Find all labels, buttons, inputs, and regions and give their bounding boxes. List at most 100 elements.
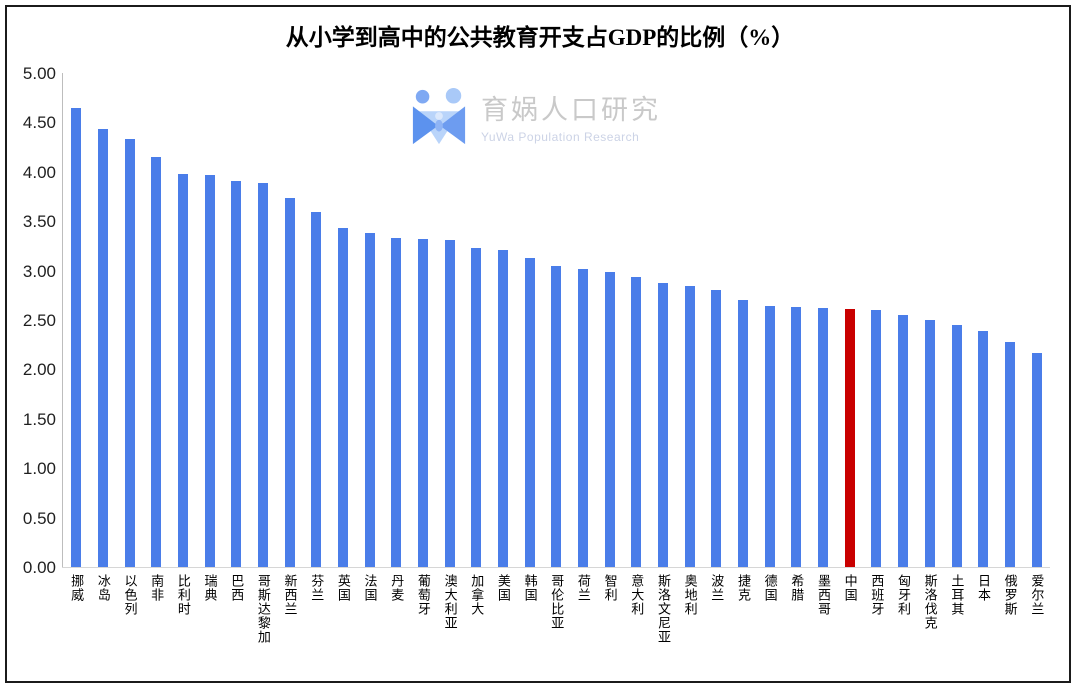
y-axis-tick-label: 3.00 <box>22 261 56 281</box>
bar-意大利 <box>631 276 642 567</box>
bar-column <box>330 73 357 567</box>
bar-column <box>970 73 997 567</box>
bar-column <box>463 73 490 567</box>
bar-韩国 <box>524 257 535 567</box>
bar-匈牙利 <box>898 315 909 567</box>
x-axis-line <box>62 567 1050 568</box>
y-axis-tick-label: 2.50 <box>22 311 56 330</box>
bar-土耳其 <box>951 324 962 567</box>
bar-冰岛 <box>98 129 108 567</box>
bar-column <box>570 73 597 567</box>
x-axis-label: 中国 <box>842 574 858 602</box>
bar-column <box>890 73 917 567</box>
x-axis-label: 德国 <box>762 574 778 602</box>
x-axis-label: 澳大利亚 <box>442 574 458 630</box>
bar-哥伦比亚 <box>551 265 562 567</box>
bar-column <box>650 73 677 567</box>
bar-column <box>810 73 837 567</box>
bar-column <box>1023 73 1050 567</box>
bar-series <box>63 73 1050 567</box>
bar-法国 <box>364 233 375 567</box>
x-axis-label: 瑞典 <box>202 574 218 602</box>
x-axis-label: 荷兰 <box>575 574 591 602</box>
bar-南非 <box>151 156 162 567</box>
bar-column <box>836 73 863 567</box>
bar-丹麦 <box>391 238 402 567</box>
x-axis-label: 哥伦比亚 <box>549 574 565 630</box>
bar-波兰 <box>711 290 722 567</box>
bar-比利时 <box>178 173 189 567</box>
bar-美国 <box>498 249 509 567</box>
bar-column <box>196 73 223 567</box>
x-axis-label: 哥斯达黎加 <box>255 574 271 644</box>
bar-column <box>490 73 517 567</box>
bar-column <box>356 73 383 567</box>
bar-column <box>170 73 197 567</box>
bar-哥斯达黎加 <box>258 182 269 567</box>
x-axis-label: 斯洛伐克 <box>922 574 938 630</box>
bar-巴西 <box>231 180 242 567</box>
watermark-subtitle: YuWa Population Research <box>481 130 640 144</box>
bar-column <box>703 73 730 567</box>
x-axis-label: 南非 <box>149 574 165 602</box>
x-axis-label: 土耳其 <box>949 574 965 616</box>
x-axis-labels: 挪威 冰岛 以色列 南非 比利时 瑞典 巴西 哥斯达黎加 新西兰 芬兰 英国 法国 丹麦 葡萄牙 澳大利亚加… <box>63 574 1050 644</box>
x-axis-label: 日本 <box>976 574 991 602</box>
bar-column <box>143 73 170 567</box>
x-axis-label: 墨西哥 <box>815 574 831 616</box>
bar-column <box>436 73 463 567</box>
y-axis-tick-label: 0.00 <box>22 558 56 577</box>
y-axis-tick-label: 1.50 <box>22 409 56 429</box>
bar-中国 <box>844 309 855 567</box>
bar-捷克 <box>738 300 749 567</box>
bar-智利 <box>604 271 615 567</box>
x-axis-label: 挪威 <box>69 574 85 602</box>
bar-column <box>303 73 330 567</box>
bar-德国 <box>764 306 775 567</box>
y-axis-line <box>62 73 63 567</box>
bar-俄罗斯 <box>1004 341 1015 567</box>
bar-葡萄牙 <box>418 238 429 567</box>
y-axis-tick-label: 4.00 <box>22 162 56 182</box>
bar-西班牙 <box>871 310 882 567</box>
bar-column <box>730 73 757 567</box>
bar-芬兰 <box>311 212 322 567</box>
bar-column <box>223 73 250 567</box>
bar-瑞典 <box>204 174 215 567</box>
bar-斯洛伐克 <box>924 320 935 567</box>
x-axis-label: 冰岛 <box>95 574 111 602</box>
x-axis-label: 奥地利 <box>682 574 698 616</box>
x-axis-label: 比利时 <box>175 574 191 616</box>
x-axis-label: 巴西 <box>229 574 245 602</box>
x-axis-label: 法国 <box>362 574 378 602</box>
x-axis-label: 美国 <box>495 574 511 602</box>
chart-border <box>5 5 1071 683</box>
bar-column <box>90 73 117 567</box>
x-axis-label: 匈牙利 <box>895 574 911 616</box>
x-axis-label: 新西兰 <box>282 574 298 616</box>
bar-column <box>63 73 90 567</box>
bar-希腊 <box>791 307 802 567</box>
bar-奥地利 <box>684 286 695 567</box>
x-axis-label: 俄罗斯 <box>1002 574 1018 616</box>
chart-title: 从小学到高中的公共教育开支占GDP的比例（%） <box>285 25 795 50</box>
bar-column <box>410 73 437 567</box>
x-axis-label: 斯洛文尼亚 <box>655 574 671 644</box>
y-axis-tick-label: 2.00 <box>22 360 56 380</box>
watermark-text: 育娲人口研究 YuWa Population Research <box>481 88 661 144</box>
bar-加拿大 <box>471 247 482 567</box>
bar-column <box>383 73 410 567</box>
bar-column <box>623 73 650 567</box>
x-axis-label: 以色列 <box>122 574 138 616</box>
bar-column <box>516 73 543 567</box>
x-axis-label: 爱尔兰 <box>1029 574 1045 616</box>
x-axis-label: 波兰 <box>709 574 725 602</box>
bar-column <box>596 73 623 567</box>
x-axis-label: 捷克 <box>735 574 751 602</box>
y-axis-tick-label: 5.00 <box>22 64 56 83</box>
bar-以色列 <box>124 139 135 567</box>
bar-荷兰 <box>578 268 589 567</box>
x-axis-label: 英国 <box>335 574 351 602</box>
bar-column <box>756 73 783 567</box>
